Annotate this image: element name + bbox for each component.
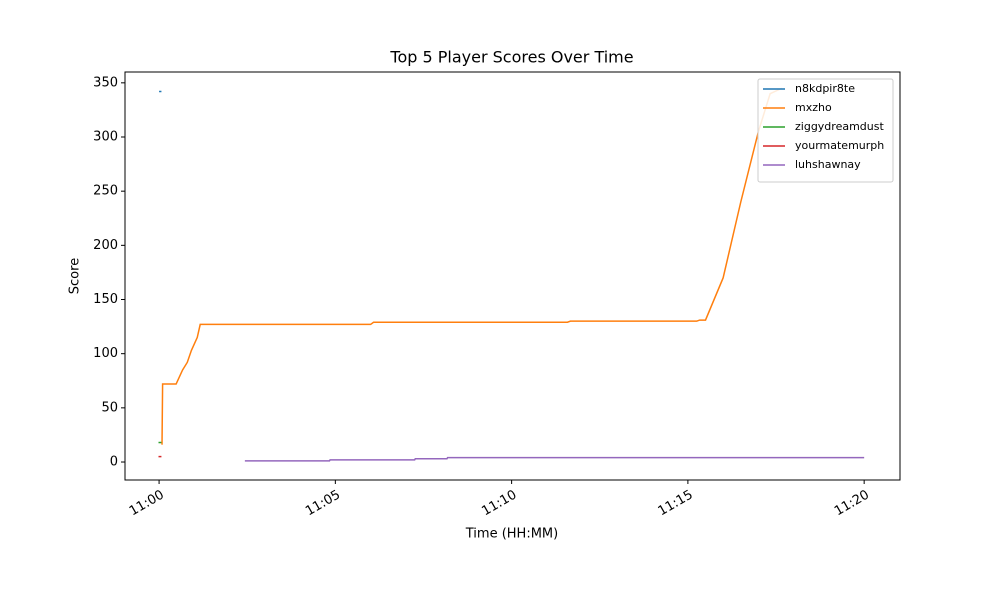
legend-label: mxzho: [795, 101, 832, 114]
y-tick-label: 200: [93, 238, 118, 253]
legend-box: [757, 78, 894, 183]
plot-area: [124, 71, 901, 481]
x-tick-label: 11:20: [832, 488, 872, 520]
y-tick-label: 0: [110, 455, 118, 470]
y-tick-label: 300: [93, 130, 118, 145]
x-tick-label: 11:00: [127, 488, 167, 520]
series-line: [161, 87, 783, 445]
legend-label: yourmatemurph: [795, 139, 884, 152]
y-tick-label: 150: [93, 292, 118, 307]
legend-label: luhshawnay: [795, 158, 861, 171]
x-tick-label: 11:10: [479, 488, 519, 520]
legend-label: ziggydreamdust: [795, 120, 884, 133]
x-tick-label: 11:05: [303, 488, 343, 520]
y-tick-label: 250: [93, 184, 118, 199]
series-line: [244, 456, 865, 462]
legend: n8kdpir8te mxzho ziggydreamdust yourmatemur…: [757, 78, 894, 183]
x-tick-label: 11:15: [656, 488, 696, 520]
legend-label: n8kdpir8te: [795, 82, 855, 95]
y-axis-label: Score: [68, 258, 83, 294]
y-tick-label: 350: [93, 75, 118, 90]
chart-title: Top 5 Player Scores Over Time: [389, 48, 633, 67]
x-axis-label: Time (HH:MM): [465, 527, 558, 542]
y-tick-label: 100: [93, 346, 118, 361]
y-tick-label: 50: [101, 400, 118, 415]
